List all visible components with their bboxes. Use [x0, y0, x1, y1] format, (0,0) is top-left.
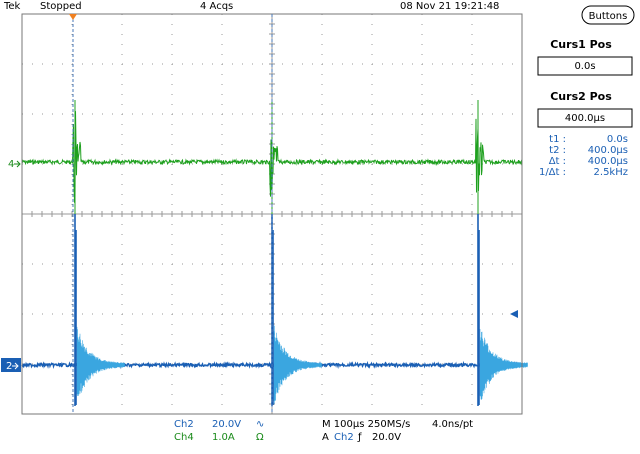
channel-arrow: [12, 362, 19, 370]
channel-marker: 2: [6, 361, 12, 372]
readout-label: t2 :: [549, 145, 566, 156]
readout-value: 0.0s: [607, 134, 628, 145]
cursor-readouts: t1 : 0.0s t2 : 400.0μs Δt : 400.0μs 1/Δt : 2.5k…: [539, 134, 628, 178]
channel-scale: 20.0V: [212, 419, 241, 430]
buttons-button[interactable]: [581, 5, 635, 25]
cursor1-value: 0.0s: [574, 61, 595, 72]
ch2-spike: [477, 214, 480, 406]
trigger-slope: ƒ: [357, 432, 362, 443]
cursor2-value: 400.0μs: [565, 113, 605, 124]
channel-coupling: ∿: [256, 419, 264, 430]
sample-interval: 4.0ns/pt: [432, 419, 473, 430]
readout-value: 400.0μs: [588, 156, 628, 167]
trigger-source: Ch2: [334, 432, 354, 443]
timestamp: 08 Nov 21 19:21:48: [400, 1, 499, 12]
channel-coupling: Ω: [256, 432, 264, 443]
buttons-label[interactable]: Buttons: [589, 11, 628, 22]
cursor1-box[interactable]: [537, 56, 633, 76]
status: Stopped: [40, 1, 82, 12]
ch2-ringing: [76, 326, 125, 396]
channel-arrow: [14, 160, 21, 168]
ch2-ringing: [273, 325, 322, 404]
acquisitions: 4 Acqs: [200, 1, 233, 12]
channel-marker: 4: [8, 159, 14, 170]
trigger-prefix: A: [322, 432, 329, 443]
channel-name: Ch4: [174, 432, 194, 443]
brand: Tek: [3, 1, 21, 12]
readout-label: Δt :: [549, 156, 566, 167]
cursor2-label: Curs2 Pos: [550, 90, 612, 103]
readout-label: t1 :: [549, 134, 566, 145]
readout-value: 400.0μs: [588, 145, 628, 156]
ch2-spike: [74, 214, 77, 406]
trigger-level: 20.0V: [372, 432, 401, 443]
timebase: M 100µs 250MS/s: [322, 419, 410, 430]
trigger-position-marker: [69, 14, 77, 20]
channel-scale: 1.0A: [212, 432, 235, 443]
channel-name: Ch2: [174, 419, 194, 430]
readout-label: 1/Δt :: [539, 167, 566, 178]
cursor1-label: Curs1 Pos: [550, 38, 612, 51]
cursor2-box[interactable]: [537, 108, 633, 128]
readout-value: 2.5kHz: [594, 167, 628, 178]
trigger-level-marker: [510, 310, 518, 318]
